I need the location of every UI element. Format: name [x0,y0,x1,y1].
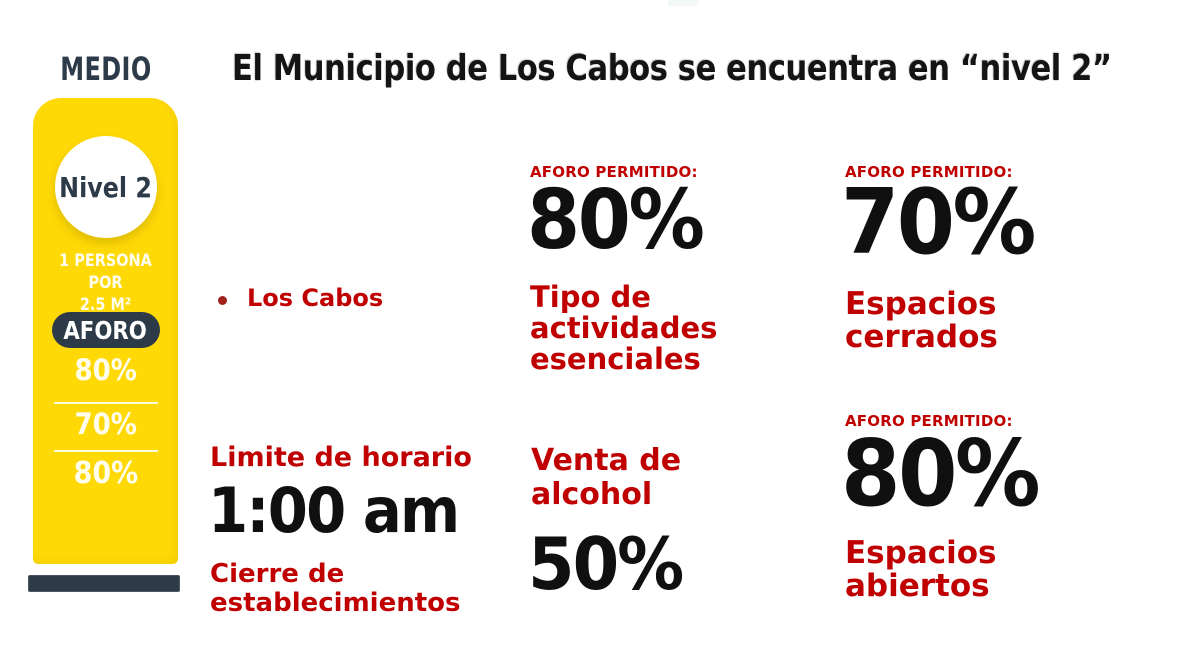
closed-spaces-value: 70% [841,170,1036,275]
alcohol-value: 50% [528,522,684,606]
open-spaces-value: 80% [841,420,1041,527]
level-badge-text: Nivel 2 [59,170,152,204]
column-base-bar [28,575,180,592]
municipality-name: Los Cabos [247,284,384,312]
capacity-value-1: 80% [74,353,137,387]
schedule-label: Limite de horario [210,442,472,473]
risk-level-column: Nivel 2 1 PERSONA POR 2.5 M² AFORO 80% 7… [33,98,178,564]
capacity-value-3: 80% [73,456,138,491]
risk-category-label: MEDIO [59,50,152,88]
capacity-value-2: 70% [74,407,137,441]
alcohol-title: Venta de alcohol [531,443,682,512]
open-spaces-caption: Espacios abiertos [845,535,997,604]
page-title: El Municipio de Los Cabos se encuentra e… [232,48,1112,89]
open-spaces-label: AFORO PERMITIDO: [845,412,1013,430]
schedule-value: 1:00 am [208,474,460,547]
bullet-icon [218,296,227,305]
capacity-divider [53,450,158,452]
density-rule: 1 PERSONA POR 2.5 M² [59,251,152,315]
essential-activities-caption: Tipo de actividades esenciales [530,280,718,376]
capacity-divider [53,402,158,404]
cropped-top-artifact [668,0,698,6]
page-title-text: El Municipio de Los Cabos se encuentra e… [232,48,1112,89]
schedule-caption: Cierre de establecimientos [210,559,461,618]
aforo-pill: AFORO [51,312,160,348]
closed-spaces-caption: Espacios cerrados [845,286,998,355]
essential-activities-value: 80% [527,173,705,268]
level-badge: Nivel 2 [54,136,157,238]
aforo-pill-text: AFORO [63,315,148,345]
closed-spaces-label: AFORO PERMITIDO: [845,163,1013,181]
essential-activities-label: AFORO PERMITIDO: [530,163,698,181]
